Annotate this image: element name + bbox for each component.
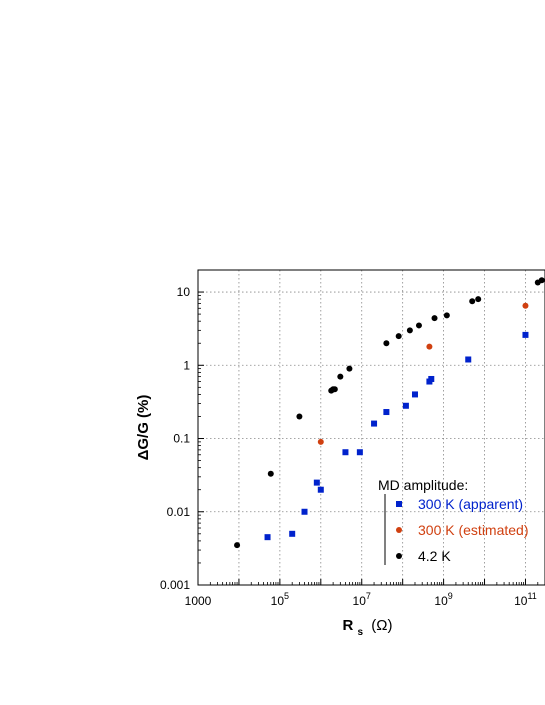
data-point <box>267 470 274 477</box>
legend-label: 300 K (apparent) <box>418 496 523 512</box>
legend-label: 300 K (estimated) <box>418 522 529 538</box>
y-tick-label: 1 <box>183 358 190 372</box>
data-point <box>317 438 324 445</box>
data-point <box>346 365 353 372</box>
data-point <box>331 386 338 393</box>
x-tick-label: 109 <box>434 591 452 608</box>
y-tick-label: 0.001 <box>160 578 190 592</box>
legend-marker <box>396 501 402 507</box>
data-point <box>465 356 472 363</box>
tick-marks <box>197 291 539 586</box>
data-point <box>431 315 438 322</box>
data-point <box>426 343 433 350</box>
data-point <box>383 340 390 347</box>
data-point <box>428 375 435 382</box>
x-tick-label: 105 <box>271 591 289 608</box>
data-point <box>475 296 482 303</box>
data-point <box>411 391 418 398</box>
data-point <box>301 508 308 515</box>
x-tick-label: 1011 <box>514 591 537 608</box>
legend-marker <box>396 527 402 533</box>
legend-label: 4.2 K <box>418 548 451 564</box>
data-points <box>234 277 545 549</box>
data-point <box>402 402 409 409</box>
data-point <box>538 277 545 284</box>
data-point <box>296 413 303 420</box>
data-point <box>469 298 476 305</box>
x-tick-label: 107 <box>353 591 371 608</box>
data-point <box>342 449 349 456</box>
y-tick-labels: 0.001 0.01 0.1 1 10 <box>160 285 190 592</box>
data-point <box>289 530 296 537</box>
legend-title: MD amplitude: <box>378 477 468 493</box>
data-point <box>406 327 413 334</box>
legend-entries: 300 K (apparent) 300 K (estimated) 4.2 K <box>396 496 529 564</box>
data-point <box>395 333 402 340</box>
grid <box>198 270 545 585</box>
data-point <box>383 409 390 416</box>
plot-frame <box>197 269 545 586</box>
data-point <box>371 420 378 427</box>
data-point <box>522 331 529 338</box>
data-point <box>234 542 241 549</box>
y-axis-label: ΔG/G (%) <box>135 395 152 461</box>
x-tick-label: 1000 <box>185 594 212 608</box>
data-point <box>317 486 324 493</box>
data-point <box>522 302 529 309</box>
data-point <box>264 534 271 541</box>
data-point <box>443 312 450 319</box>
legend: MD amplitude: 300 K (apparent) 300 K (est… <box>378 477 529 565</box>
y-tick-label: 0.01 <box>167 505 191 519</box>
data-point <box>337 373 344 380</box>
y-tick-label: 0.1 <box>173 432 190 446</box>
legend-marker <box>396 553 402 559</box>
y-tick-label: 10 <box>177 285 191 299</box>
x-axis-label-subscript: s <box>358 627 364 638</box>
data-point <box>313 479 320 486</box>
x-axis-label: R s (Ω) <box>343 617 393 639</box>
x-axis-label-unit: (Ω) <box>371 617 392 634</box>
x-tick-labels: 1000 105 107 109 1011 <box>185 591 537 608</box>
data-point <box>415 322 422 329</box>
x-axis-label-main: R <box>343 617 354 634</box>
data-point <box>356 449 363 456</box>
